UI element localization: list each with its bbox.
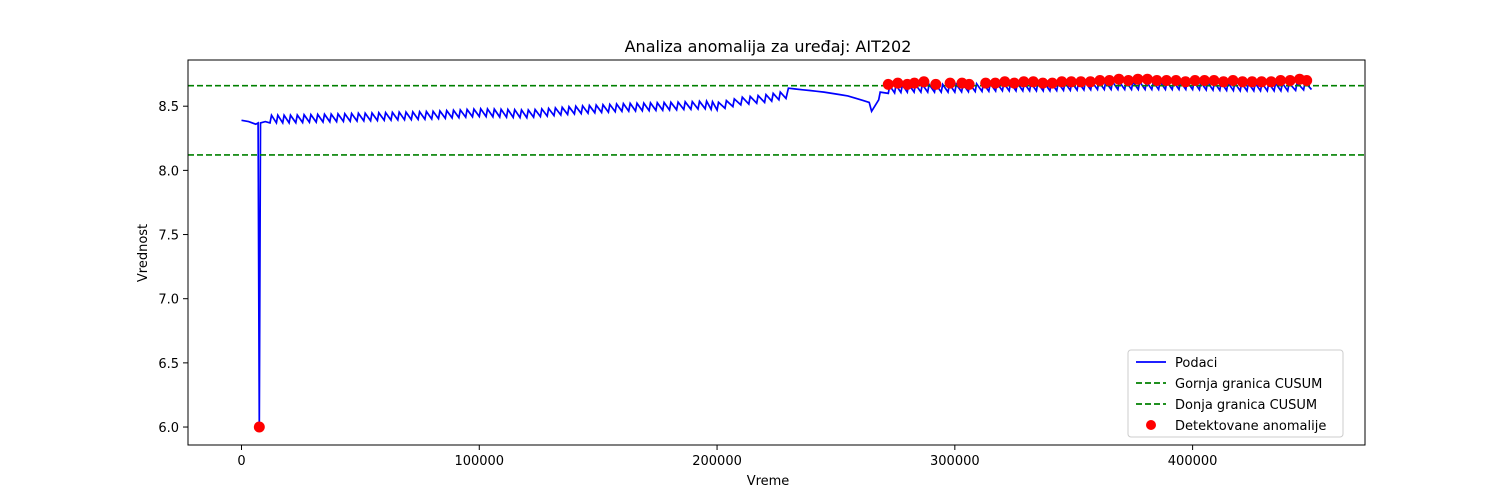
legend-swatch-anomalije [1146,420,1156,430]
x-tick-label: 0 [237,454,245,469]
anomaly-point [1237,76,1248,88]
anomaly-point [1227,75,1239,86]
anomaly-point [1275,75,1287,86]
anomaly-point [1056,76,1068,88]
anomaly-point [1265,76,1277,88]
y-tick-label: 8.5 [158,100,179,115]
anomaly-point [908,77,920,89]
anomaly-point [1084,76,1096,88]
y-axis-label: Vrednost [136,224,151,282]
y-tick-label: 7.5 [158,229,179,244]
anomaly-point [1018,76,1030,88]
x-axis: 0 100000 200000 300000 400000 [237,445,1217,469]
anomaly-point [1103,75,1115,86]
chart-title: Analiza anomalija za uređaj: AIT202 [625,37,912,56]
anomaly-point [1208,75,1220,86]
anomaly-point [1037,77,1049,89]
anomaly-point [1170,75,1182,86]
anomaly-point [1161,75,1172,86]
anomaly-point [1218,76,1229,88]
x-tick-label: 400000 [1168,454,1218,469]
anomaly-point [1008,77,1020,89]
anomaly-point [1075,76,1087,88]
anomaly-point [918,76,930,88]
anomaly-point [253,421,265,433]
x-tick-label: 300000 [930,454,980,469]
legend-label-gornja-granica: Gornja granica CUSUM [1175,377,1322,392]
legend-label-anomalije: Detektovane anomalije [1175,419,1326,434]
anomaly-point [1256,76,1268,88]
anomaly-point [989,77,1001,89]
anomaly-point [1151,75,1163,86]
y-tick-label: 6.0 [158,421,179,436]
x-tick-label: 200000 [692,454,742,469]
anomaly-point [944,77,956,89]
anomaly-point [1027,76,1039,88]
anomaly-point [1141,73,1153,85]
legend: Podaci Gornja granica CUSUM Donja granic… [1127,349,1344,438]
anomaly-point [980,77,992,89]
y-tick-label: 7.0 [158,293,179,308]
y-tick-label: 8.0 [158,164,179,179]
anomaly-point [1246,76,1258,88]
anomaly-point [1284,75,1296,86]
anomaly-point [1046,77,1058,89]
anomaly-point [892,77,904,89]
y-tick-label: 6.5 [158,357,179,372]
x-axis-label: Vreme [747,474,790,489]
anomaly-point [1180,76,1191,88]
plot-frame [187,59,1366,446]
plot-area [188,73,1365,433]
legend-label-podaci: Podaci [1175,356,1217,371]
anomaly-point [1301,75,1313,86]
y-axis: 6.0 6.5 7.0 7.5 8.0 8.5 [158,100,188,436]
anomaly-point [1113,73,1125,85]
anomaly-point [1094,75,1106,86]
anomaly-point [1189,75,1201,86]
legend-box [1127,349,1344,438]
anomaly-point [930,78,942,90]
x-tick-label: 100000 [454,454,504,469]
anomaly-point [1132,73,1144,85]
legend-label-donja-granica: Donja granica CUSUM [1175,398,1317,413]
anomaly-point [963,78,975,90]
anomaly-point [1065,76,1077,88]
anomaly-point [882,78,894,90]
anomaly-point [1122,75,1134,86]
anomaly-point [999,76,1011,88]
anomaly-point [1199,75,1210,86]
